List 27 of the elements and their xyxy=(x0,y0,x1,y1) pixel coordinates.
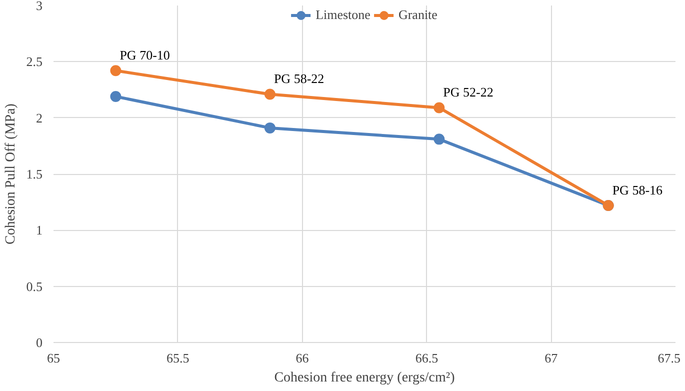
x-tick-label: 65.5 xyxy=(166,350,190,366)
y-tick-label: 2.5 xyxy=(26,54,42,70)
x-axis-title: Cohesion free energy (ergs/cm²) xyxy=(274,370,456,386)
annotation: PG 52-22 xyxy=(443,84,494,100)
point xyxy=(110,65,122,76)
y-tick-label: 0.5 xyxy=(26,278,42,294)
x-tick-label: 66 xyxy=(296,350,310,366)
y-tick-label: 0 xyxy=(36,335,42,350)
annotation: PG 58-22 xyxy=(274,71,324,86)
x-tick-label: 65 xyxy=(47,350,60,366)
y-axis-title: Cohesion Pull Off (MPa) xyxy=(3,103,18,244)
legend-label: Granite xyxy=(398,7,438,23)
y-tick-label: 1.5 xyxy=(26,166,42,182)
point xyxy=(264,122,276,134)
point xyxy=(110,91,122,102)
x-tick-label: 67.5 xyxy=(658,350,680,366)
legend-label: Limestone xyxy=(316,7,370,23)
annotation: PG 70-10 xyxy=(120,48,170,63)
x-tick-label: 66.5 xyxy=(415,350,438,366)
point xyxy=(264,88,276,100)
x-tick-label: 67 xyxy=(544,350,558,366)
point xyxy=(434,134,445,145)
y-tick-label: 2 xyxy=(36,110,42,126)
y-tick-label: 3 xyxy=(36,0,42,13)
annotation: PG 58-16 xyxy=(612,182,664,198)
y-tick-label: 1 xyxy=(36,222,42,238)
point xyxy=(434,102,445,114)
